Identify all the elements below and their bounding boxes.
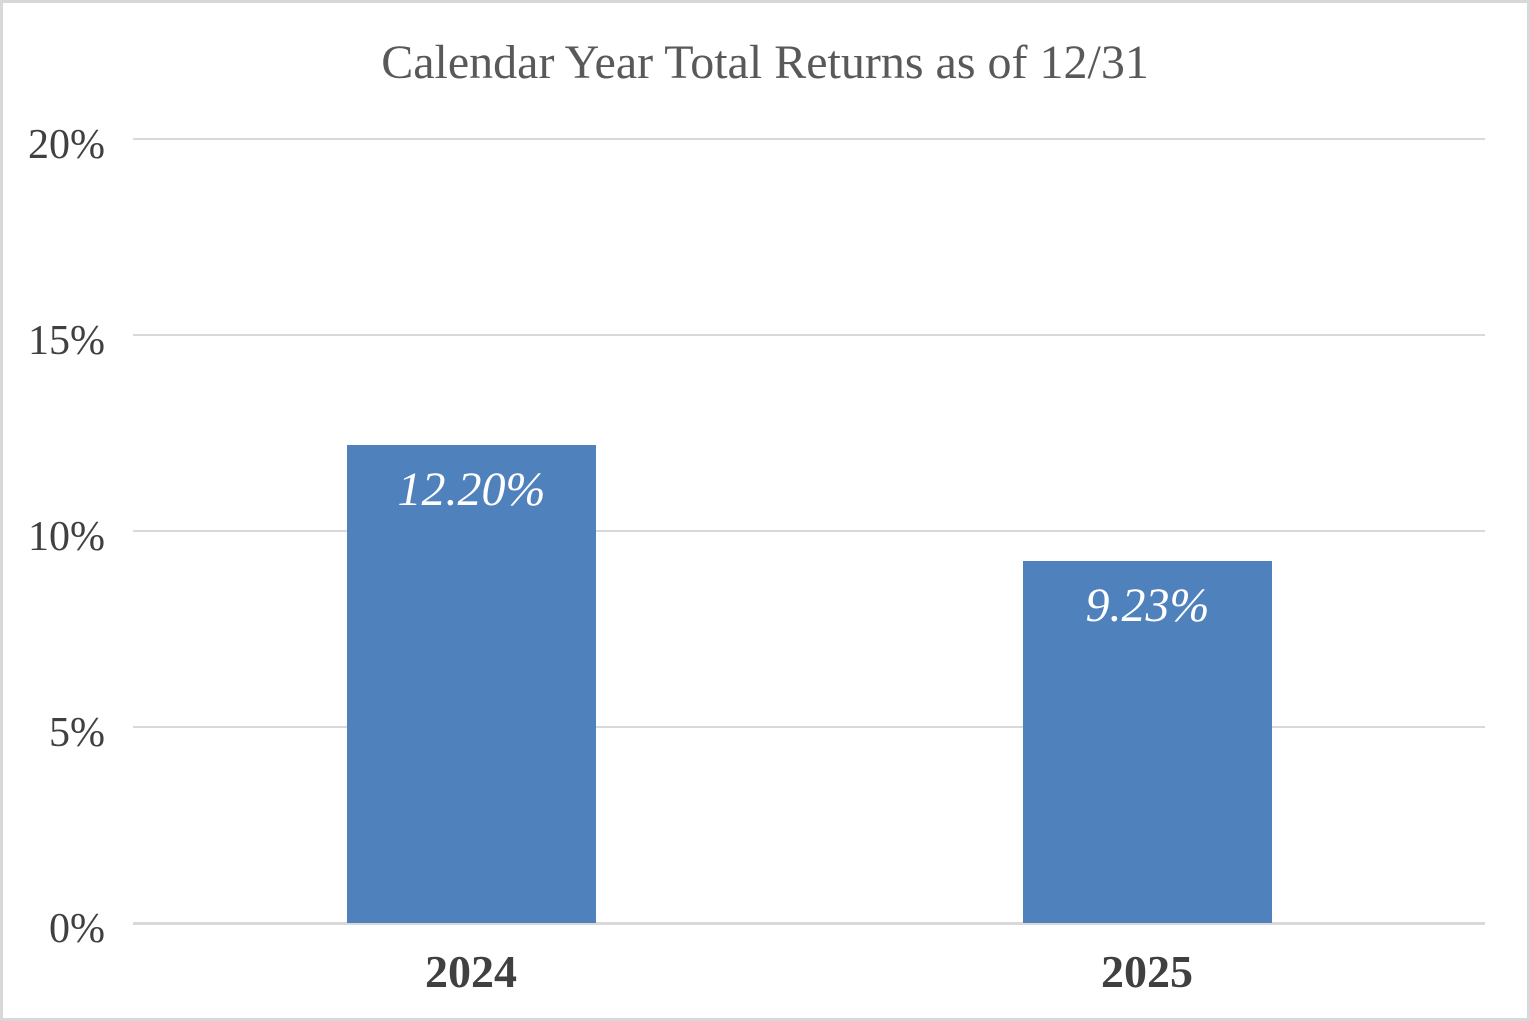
x-axis-label: 2024 <box>425 946 517 997</box>
bar-value-label: 9.23% <box>1085 579 1210 632</box>
gridline <box>133 530 1485 532</box>
y-axis-tick-label: 0% <box>49 906 105 952</box>
y-axis-tick-label: 10% <box>28 514 105 560</box>
bar-2025: 9.23% <box>1023 561 1272 923</box>
x-axis-label: 2025 <box>1101 946 1193 997</box>
y-axis-tick-label: 5% <box>49 710 105 756</box>
chart-title: Calendar Year Total Returns as of 12/31 <box>381 36 1149 89</box>
gridline <box>133 334 1485 336</box>
x-axis-line <box>133 922 1485 925</box>
gridline <box>133 138 1485 140</box>
bar-2024: 12.20% <box>347 445 596 923</box>
y-axis-tick-label: 20% <box>28 122 105 168</box>
y-axis-tick-label: 15% <box>28 318 105 364</box>
bar-value-label: 12.20% <box>397 463 546 516</box>
gridline <box>133 726 1485 728</box>
plot-area: 0% 5% 10% 15% 20% 12.20% 2024 9.23% 2025 <box>3 3 1527 1018</box>
